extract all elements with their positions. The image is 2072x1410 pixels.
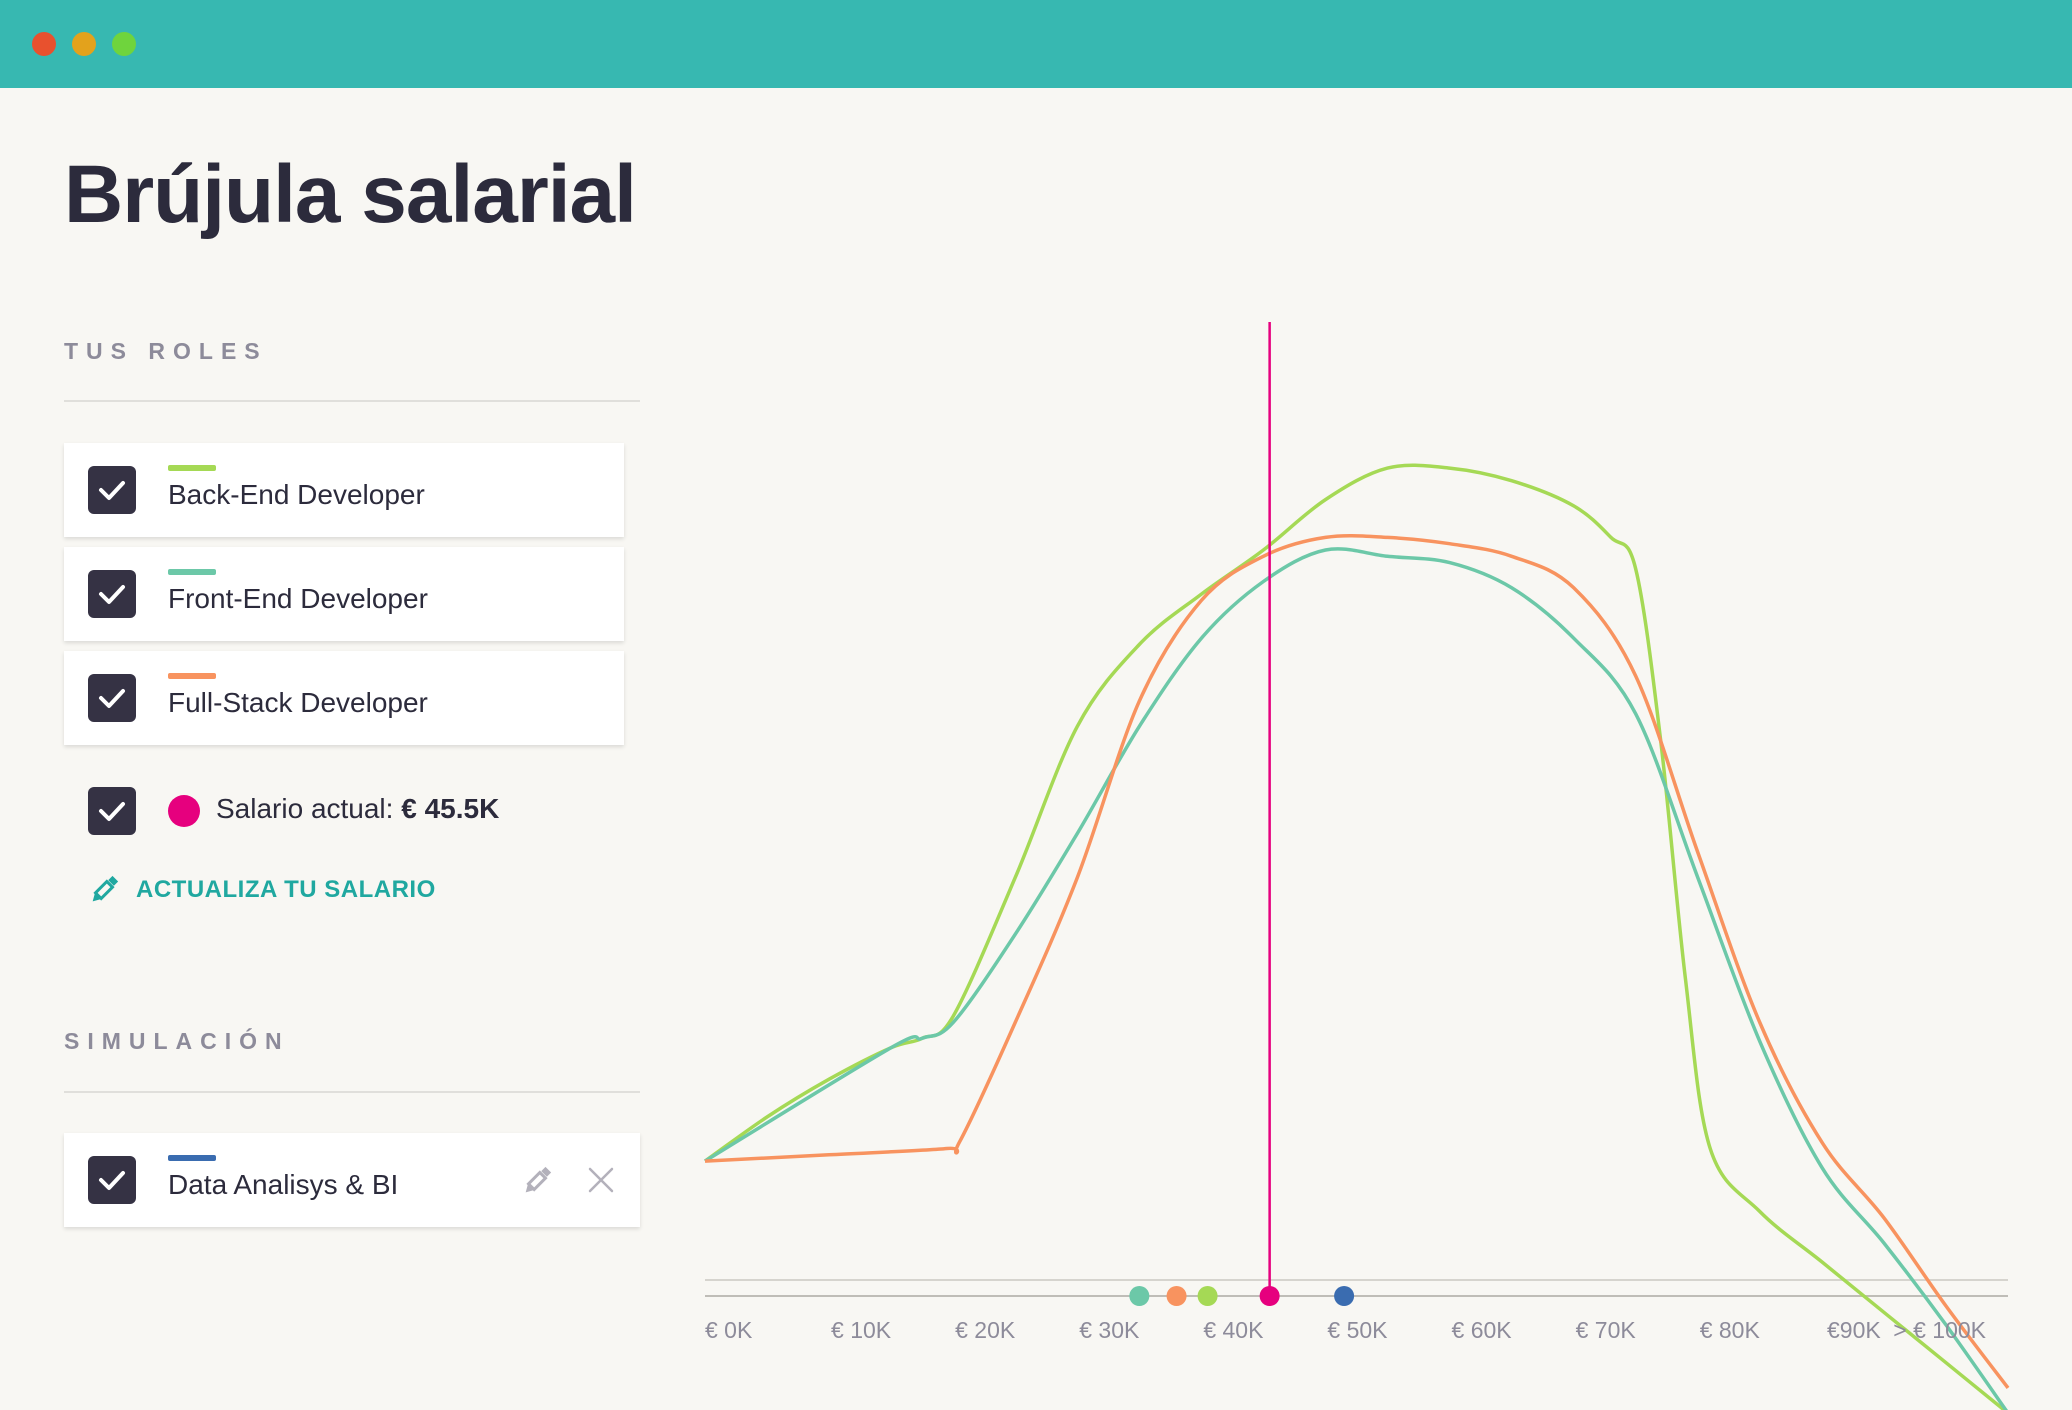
x-tick-label: € 70K xyxy=(1576,1317,1637,1343)
axis-marker-dot-0[interactable] xyxy=(1129,1286,1150,1306)
role-checkbox[interactable] xyxy=(88,674,136,722)
role-card-full-stack[interactable]: Full-Stack Developer xyxy=(64,651,624,745)
axis-marker-dot-2[interactable] xyxy=(1197,1286,1218,1306)
current-salary-dot-icon xyxy=(168,795,200,827)
simulation-divider xyxy=(64,1091,640,1093)
x-tick-label: € 60K xyxy=(1452,1317,1513,1343)
roles-divider xyxy=(64,400,640,402)
role-color-swatch xyxy=(168,569,216,575)
axis-marker-dot-1[interactable] xyxy=(1166,1286,1187,1306)
role-label: Back-End Developer xyxy=(168,479,425,510)
axis-marker-dot-4[interactable] xyxy=(1334,1286,1355,1306)
update-salary-label: ACTUALIZA TU SALARIO xyxy=(136,876,436,903)
simulation-checkbox[interactable] xyxy=(88,1156,136,1204)
checkmark-icon xyxy=(99,1171,125,1190)
role-card-back-end[interactable]: Back-End Developer xyxy=(64,443,624,537)
x-tick-label: € 80K xyxy=(1700,1317,1761,1343)
series-line-1 xyxy=(704,547,2008,1410)
edit-pencil-icon[interactable] xyxy=(519,1163,555,1199)
current-salary-checkbox[interactable] xyxy=(88,787,136,835)
simulation-color-swatch xyxy=(168,1155,216,1161)
maximize-window-button[interactable] xyxy=(112,32,136,56)
role-checkbox[interactable] xyxy=(88,570,136,618)
role-color-swatch xyxy=(168,673,216,679)
x-tick-label: € 30K xyxy=(1079,1317,1140,1343)
checkmark-icon xyxy=(99,481,125,500)
checkmark-icon xyxy=(99,689,125,708)
role-card-front-end[interactable]: Front-End Developer xyxy=(64,547,624,641)
current-salary-row: Salario actual: € 45.5K xyxy=(64,785,624,835)
x-tick-label: €90K xyxy=(1827,1317,1881,1343)
role-checkbox[interactable] xyxy=(88,466,136,514)
role-label: Front-End Developer xyxy=(168,583,428,614)
role-label: Full-Stack Developer xyxy=(168,687,428,718)
series-line-0 xyxy=(703,463,2007,1410)
minimize-window-button[interactable] xyxy=(72,32,96,56)
window-titlebar xyxy=(0,0,2072,88)
current-salary-text: Salario actual: € 45.5K xyxy=(216,793,499,825)
checkmark-icon xyxy=(99,802,125,821)
current-salary-value: € 45.5K xyxy=(401,793,500,824)
series-line-2 xyxy=(704,533,2010,1389)
role-color-swatch xyxy=(168,465,216,471)
axis-marker-dot-3[interactable] xyxy=(1259,1286,1280,1306)
pencil-icon xyxy=(92,875,119,902)
simulation-label: Data Analisys & BI xyxy=(168,1169,399,1200)
roles-section-title: TUS ROLES xyxy=(64,338,268,364)
x-tick-label: € 40K xyxy=(1203,1317,1264,1343)
current-salary-label: Salario actual: xyxy=(216,793,394,824)
checkmark-icon xyxy=(99,585,125,604)
x-tick-label: € 10K xyxy=(831,1317,892,1343)
x-tick-label: € 50K xyxy=(1327,1317,1388,1343)
x-tick-label: > € 100K xyxy=(1893,1317,1986,1343)
close-window-button[interactable] xyxy=(32,32,56,56)
simulation-card-data-analysis[interactable]: Data Analisys & BI xyxy=(64,1133,640,1227)
page-title: Brújula salarial xyxy=(64,149,637,240)
simulation-section-title: SIMULACIÓN xyxy=(64,1028,290,1054)
x-tick-label: € 0K xyxy=(705,1317,753,1343)
x-tick-label: € 20K xyxy=(955,1317,1016,1343)
close-icon[interactable] xyxy=(586,1165,616,1195)
